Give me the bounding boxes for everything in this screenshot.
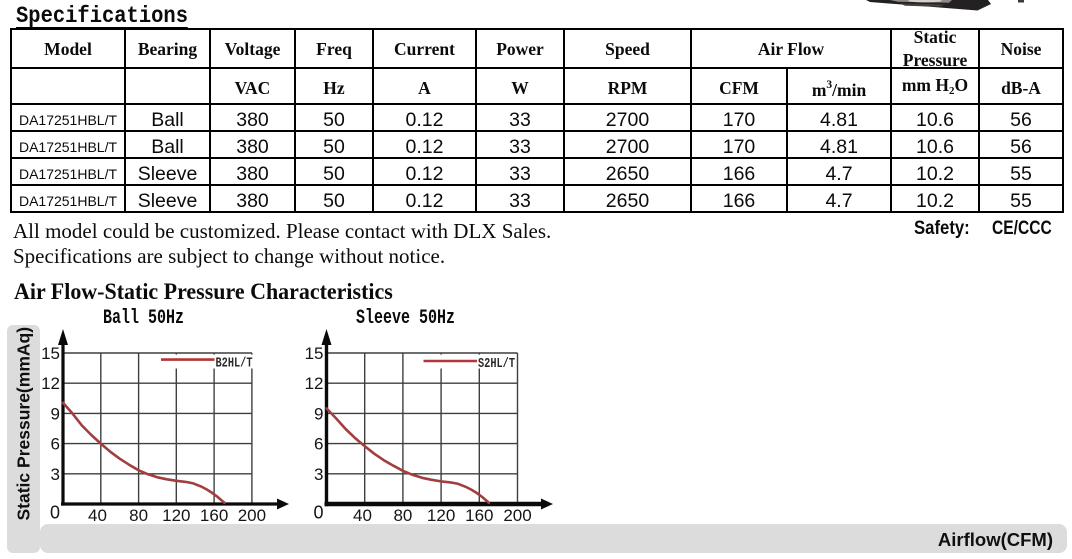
svg-text:6: 6 [51,435,60,454]
svg-text:160: 160 [465,506,493,525]
svg-text:15: 15 [41,344,60,363]
svg-text:3: 3 [51,465,60,484]
svg-text:40: 40 [353,506,372,525]
svg-text:120: 120 [162,506,190,525]
svg-text:3: 3 [314,465,323,484]
svg-text:9: 9 [51,404,60,423]
svg-text:0: 0 [50,503,60,523]
svg-text:40: 40 [88,506,107,525]
svg-text:200: 200 [503,506,531,525]
svg-text:160: 160 [200,506,228,525]
svg-text:200: 200 [238,506,266,525]
svg-text:12: 12 [41,374,60,393]
svg-text:80: 80 [129,506,148,525]
svg-text:9: 9 [314,404,323,423]
svg-text:S2HL/T: S2HL/T [478,357,515,372]
svg-text:6: 6 [314,435,323,454]
svg-text:0: 0 [313,503,323,523]
svg-text:12: 12 [305,374,324,393]
svg-text:80: 80 [393,506,412,525]
svg-text:15: 15 [305,344,324,363]
svg-text:B2HL/T: B2HL/T [216,357,253,372]
svg-text:120: 120 [427,506,455,525]
